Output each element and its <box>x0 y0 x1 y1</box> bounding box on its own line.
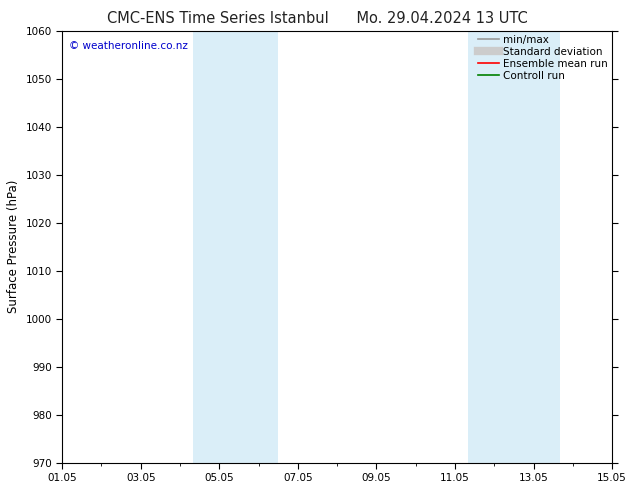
Bar <box>468 30 560 463</box>
Y-axis label: Surface Pressure (hPa): Surface Pressure (hPa) <box>7 180 20 313</box>
Bar <box>193 30 278 463</box>
Legend: min/max, Standard deviation, Ensemble mean run, Controll run: min/max, Standard deviation, Ensemble me… <box>476 33 610 83</box>
Text: © weatheronline.co.nz: © weatheronline.co.nz <box>68 41 188 51</box>
Text: CMC-ENS Time Series Istanbul      Mo. 29.04.2024 13 UTC: CMC-ENS Time Series Istanbul Mo. 29.04.2… <box>107 11 527 26</box>
